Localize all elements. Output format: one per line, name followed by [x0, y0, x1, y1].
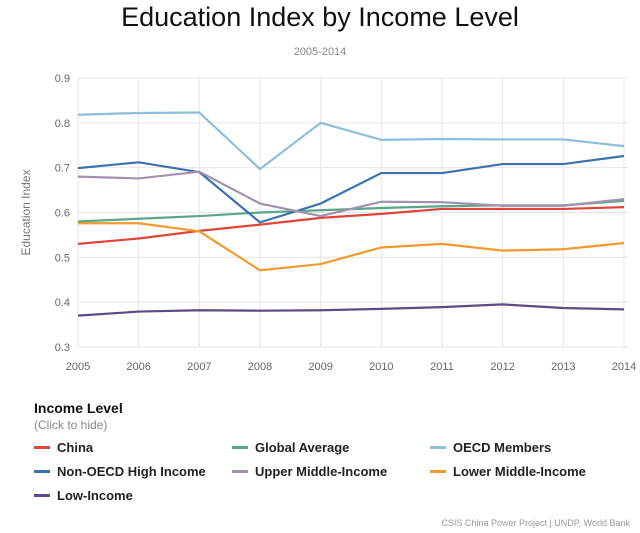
y-axis-label: Education Index [19, 169, 33, 255]
source-credit: CSIS China Power Project | UNDP, World B… [441, 518, 630, 528]
legend-item[interactable]: China [34, 440, 93, 455]
series-line-lower-middle-income [78, 222, 625, 272]
x-tick-label: 2010 [369, 361, 393, 373]
y-tick-label: 0.7 [55, 163, 70, 175]
line-chart: 0.3 0.4 0.5 0.6 0.7 0.8 0.9 2005 2006 2007 2008 200… [19, 73, 636, 373]
legend-label: Low-Income [57, 488, 133, 503]
x-tick-label: 2009 [308, 361, 332, 373]
legend-label: OECD Members [453, 440, 552, 455]
legend-hint: (Click to hide) [34, 418, 108, 432]
legend-item[interactable]: Upper Middle-Income [232, 464, 387, 479]
y-tick-label: 0.4 [55, 297, 70, 309]
y-tick-label: 0.8 [55, 118, 70, 130]
legend-item[interactable]: Low-Income [34, 488, 133, 503]
series-line-upper-middle-income [77, 170, 625, 218]
legend-label: Non-OECD High Income [57, 464, 206, 479]
legend-swatch [34, 446, 50, 449]
y-tick-label: 0.5 [55, 252, 70, 264]
series-line-china [77, 206, 625, 245]
x-tick-label: 2008 [248, 361, 272, 373]
x-tick-label: 2005 [66, 361, 90, 373]
legend-label: Upper Middle-Income [255, 464, 388, 479]
x-tick-label: 2007 [187, 361, 211, 373]
legend-label: Lower Middle-Income [453, 464, 586, 479]
series-line-global-average [77, 199, 625, 223]
y-tick-label: 0.9 [55, 73, 70, 85]
chart-subtitle: 2005-2014 [293, 46, 347, 58]
legend-swatch [232, 446, 248, 449]
legend-label: Global Average [255, 440, 350, 455]
x-tick-label: 2012 [490, 361, 514, 373]
x-tick-label: 2013 [551, 361, 575, 373]
x-tick-label: 2011 [430, 361, 454, 373]
legend-title: Income Level [34, 400, 123, 416]
legend-label: China [57, 440, 94, 455]
legend-item[interactable]: Global Average [232, 440, 349, 455]
legend-swatch [34, 470, 50, 473]
legend-item[interactable]: Lower Middle-Income [430, 464, 586, 479]
legend-swatch [232, 470, 248, 473]
chart-title: Education Index by Income Level [121, 2, 519, 32]
series-line-non-oecd-high-income [77, 154, 625, 224]
legend-swatch [430, 470, 446, 473]
y-tick-label: 0.6 [55, 208, 70, 220]
legend-item[interactable]: Non-OECD High Income [34, 464, 206, 479]
y-tick-label: 0.3 [55, 342, 70, 354]
series-line-oecd-members [77, 111, 625, 171]
x-tick-label: 2014 [612, 361, 636, 373]
legend-swatch [430, 446, 446, 449]
legend-item[interactable]: OECD Members [430, 440, 551, 455]
series-line-low-income [77, 303, 625, 317]
legend-swatch [34, 494, 50, 497]
x-tick-label: 2006 [126, 361, 150, 373]
